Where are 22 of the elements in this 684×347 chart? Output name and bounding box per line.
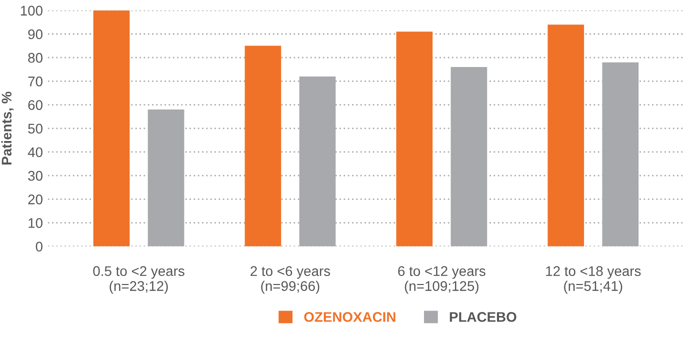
bar bbox=[244, 46, 282, 246]
bar bbox=[548, 24, 584, 246]
y-tick-label: 20 bbox=[28, 194, 42, 204]
x-tick-label: 2 to <6 years (n=99;66) bbox=[250, 266, 330, 294]
x-tick-label: 6 to <12 years (n=109;125) bbox=[398, 266, 486, 294]
bar bbox=[396, 32, 433, 246]
y-axis-title: Patients, % bbox=[1, 92, 14, 165]
y-tick-label: 40 bbox=[28, 147, 42, 158]
y-tick-label: 70 bbox=[28, 76, 42, 86]
y-tick-label: 60 bbox=[28, 100, 42, 110]
y-tick-label: 0 bbox=[36, 242, 42, 252]
x-tick-label: 12 to <18 years (n=51;41) bbox=[546, 266, 641, 294]
y-tick-label: 10 bbox=[28, 218, 42, 228]
y-tick-label: 50 bbox=[28, 124, 42, 134]
y-tick-label: 100 bbox=[20, 6, 42, 16]
y-tick-label: 30 bbox=[28, 170, 42, 181]
y-tick-label: 90 bbox=[28, 29, 42, 40]
legend-label: OZENOXACIN bbox=[304, 312, 396, 322]
bar bbox=[93, 10, 130, 246]
x-tick-label: 0.5 to <2 years (n=23;12) bbox=[93, 266, 184, 294]
legend-label: PLACEBO bbox=[450, 312, 516, 322]
y-tick-label: 80 bbox=[28, 52, 42, 63]
